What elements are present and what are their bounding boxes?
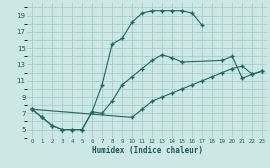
X-axis label: Humidex (Indice chaleur): Humidex (Indice chaleur) (92, 146, 203, 155)
